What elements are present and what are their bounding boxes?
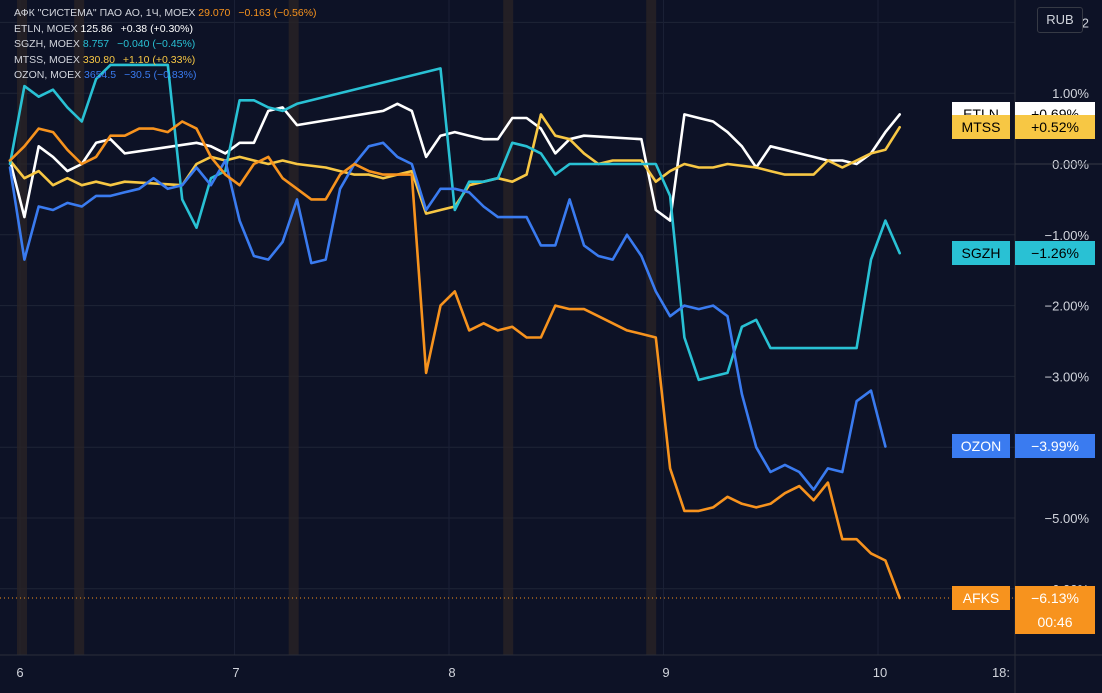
- symbol-tag: SGZH: [952, 241, 1010, 265]
- legend-price: 29.070: [198, 7, 231, 19]
- legend-row-afks[interactable]: АФК "СИСТЕМА" ПАО АО, 1Ч, MOEX 29.070 −0…: [14, 6, 317, 22]
- x-tick-label: 9: [662, 665, 669, 680]
- y-tick-label: 1.00%: [1052, 86, 1089, 101]
- x-tick-label: 18:: [992, 665, 1010, 680]
- y-tick-label: −3.00%: [1045, 369, 1090, 384]
- legend-row-mtss[interactable]: MTSS, MOEX 330.80 +1.10 (+0.33%): [14, 53, 317, 69]
- legend-symbol: АФК "СИСТЕМА" ПАО АО, 1Ч, MOEX: [14, 7, 196, 19]
- y-tick-label: −5.00%: [1045, 511, 1090, 526]
- x-tick-label: 6: [16, 665, 23, 680]
- legend-price: 125.86: [80, 22, 113, 35]
- session-break: [17, 0, 27, 655]
- legend-row-sgzh[interactable]: SGZH, MOEX 8.757 −0.040 (−0.45%): [14, 37, 317, 53]
- series-line-afks: [8, 120, 901, 600]
- y-tick-label: −2.00%: [1045, 299, 1090, 314]
- value-tag: −1.26%: [1015, 241, 1095, 265]
- legend-price: 8.757: [82, 38, 110, 50]
- symbol-legend: АФК "СИСТЕМА" ПАО АО, 1Ч, MOEX 29.070 −0…: [14, 6, 317, 84]
- value-tag: −3.99%: [1015, 434, 1095, 458]
- legend-symbol: ETLN, MOEX: [14, 22, 78, 35]
- value-tag: +0.52%: [1015, 115, 1095, 139]
- series-line-etln: [8, 102, 901, 222]
- legend-change: +1.10 (+0.33%): [122, 53, 196, 66]
- x-tick-label: 8: [448, 665, 455, 680]
- session-break: [288, 0, 299, 655]
- legend-price: 330.80: [82, 53, 115, 66]
- series-line-ozon: [8, 141, 887, 491]
- value-tag: −6.13%: [1015, 586, 1095, 610]
- y-tick-label: −1.00%: [1045, 228, 1090, 243]
- currency-button[interactable]: RUB: [1037, 7, 1083, 33]
- symbol-tag: MTSS: [952, 115, 1010, 139]
- session-break: [74, 0, 85, 655]
- legend-row-etln[interactable]: ETLN, MOEX 125.86 +0.38 (+0.30%): [14, 22, 317, 38]
- legend-symbol: SGZH, MOEX: [14, 38, 80, 50]
- legend-change: +0.38 (+0.30%): [120, 22, 193, 35]
- legend-change: −0.040 (−0.45%): [117, 38, 196, 50]
- bar-countdown: 00:46: [1015, 610, 1095, 634]
- x-tick-label: 10: [873, 665, 887, 680]
- symbol-tag: OZON: [952, 434, 1010, 458]
- symbol-tag: AFKS: [952, 586, 1010, 610]
- x-tick-label: 7: [232, 665, 239, 680]
- y-tick-label: 2: [1082, 15, 1089, 30]
- series-line-sgzh: [8, 63, 901, 382]
- legend-change: −0.163 (−0.56%): [238, 7, 317, 19]
- legend-price: 3654.5: [84, 69, 117, 81]
- legend-symbol: OZON, MOEX: [14, 69, 82, 81]
- legend-change: −30.5 (−0.83%): [124, 69, 197, 81]
- legend-row-ozon[interactable]: OZON, MOEX 3654.5 −30.5 (−0.83%): [14, 68, 317, 84]
- session-break: [646, 0, 657, 655]
- legend-symbol: MTSS, MOEX: [14, 53, 80, 66]
